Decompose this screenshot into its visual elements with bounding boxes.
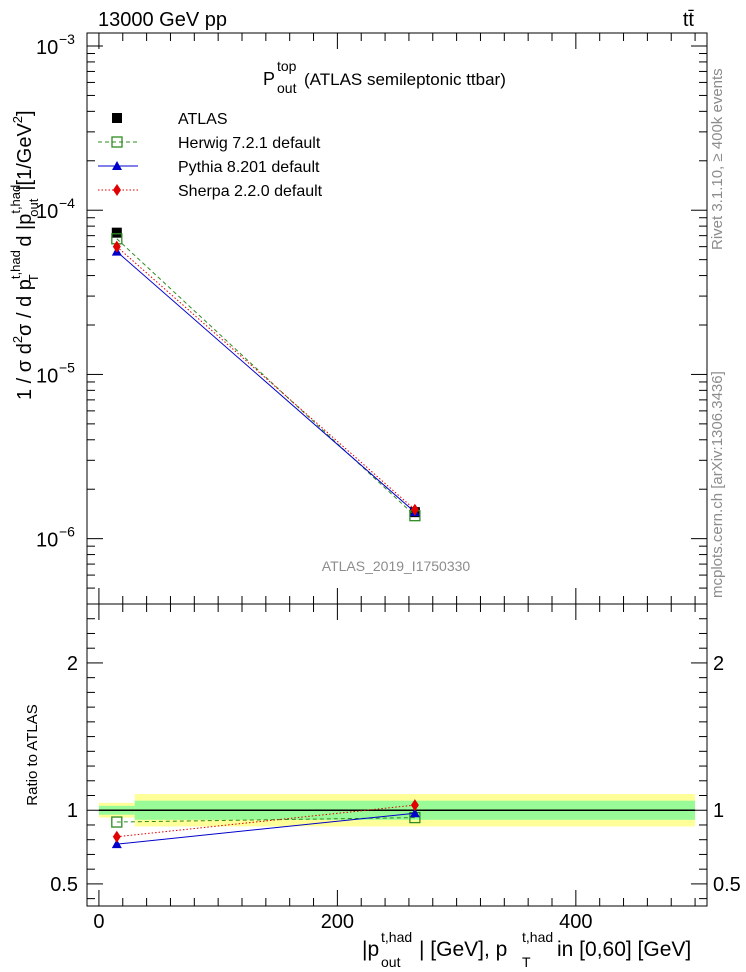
xlabel-p: |p [362, 938, 379, 961]
title-sub: out [277, 80, 297, 96]
legend-marker [112, 113, 122, 123]
ratio-tick-label: 2 [67, 653, 78, 675]
ratio-y-ticks: 0.5 0.5 1 1 2 2 [50, 618, 741, 900]
svg-text:P: P [263, 69, 275, 89]
y-tick-label: 10 [36, 365, 58, 387]
title-symbol: P [263, 69, 275, 89]
y-tick-exponent: −4 [59, 195, 75, 211]
xlabel-mid: | [GeV], p [419, 938, 507, 961]
ratio-tick-label: 1 [713, 800, 724, 822]
ratio-line-3 [116, 804, 415, 838]
data-point [111, 227, 122, 238]
process-label: tt̄ [683, 9, 695, 31]
analysis-id: ATLAS_2019_I1750330 [322, 558, 471, 574]
xlabel-sub2: T [522, 954, 531, 970]
svg-text:|p: |p [362, 938, 379, 961]
ratio-tick-label: 0.5 [713, 874, 741, 896]
xlabel-sub1: out [381, 954, 401, 970]
ratio-point [409, 808, 420, 818]
ratio-data [111, 799, 421, 849]
ratio-ylabel: Ratio to ATLAS [24, 704, 41, 805]
series-line-2 [116, 251, 416, 513]
main-y-ticks: 10−610−510−410−3 [36, 31, 707, 605]
ratio-bands [98, 794, 696, 827]
title-sup: top [277, 58, 297, 74]
ratio-tick-label: 2 [713, 653, 724, 675]
xlabel-sup1: t,had [381, 929, 412, 945]
series-line-3 [116, 246, 416, 511]
rivet-label: Rivet 3.1.10, ≥ 400k events [709, 68, 726, 250]
y-tick-exponent: −6 [59, 524, 75, 540]
ratio-point [111, 839, 122, 849]
ratio-tick-label: 1 [67, 800, 78, 822]
main-ylabel: 1 / σ d2σ / d pt,had T d |pt,had out|[1/Ge… [8, 110, 41, 400]
ratio-plot-frame [86, 603, 708, 907]
y-tick-label: 10 [36, 37, 58, 59]
x-ticks: 0 200 400 [93, 604, 696, 933]
y-tick-exponent: −3 [59, 31, 75, 47]
legend-label: ATLAS [178, 111, 228, 128]
y-tick-exponent: −5 [59, 359, 75, 375]
ratio-tick-label: 0.5 [50, 874, 78, 896]
main-data [111, 227, 421, 522]
x-tick-label: 0 [93, 911, 104, 933]
ratio-point [112, 830, 121, 843]
data-point [410, 503, 419, 516]
title-rest: (ATLAS semileptonic ttbar) [304, 70, 506, 89]
ratio-point [111, 816, 123, 828]
legend-label: Pythia 8.201 default [178, 159, 320, 176]
y-tick-label: 10 [36, 201, 58, 223]
data-point [112, 240, 121, 253]
mcplots-label: mcplots.cern.ch [arXiv:1306.3436] [709, 371, 726, 598]
main-title: P top out (ATLAS semileptonic ttbar) [263, 58, 506, 96]
xlabel-tail: in [0,60] [GeV] [557, 938, 691, 961]
legend-marker [113, 184, 121, 196]
ratio-line-2 [116, 812, 415, 845]
x-tick-label: 400 [559, 911, 592, 933]
x-axis-label: |p t,had out | [GeV], p t,had T in [0,60… [362, 929, 691, 970]
series-line-1 [116, 238, 416, 517]
main-x-ticks [98, 33, 696, 604]
legend-label: Sherpa 2.2.0 default [178, 183, 323, 200]
legend: ATLAS Herwig 7.2.1 default Pythia 8.201 de… [98, 111, 323, 200]
energy-label: 13000 GeV pp [98, 9, 227, 31]
x-tick-label: 200 [321, 911, 354, 933]
ratio-point [410, 799, 419, 812]
xlabel-sup2: t,had [522, 929, 553, 945]
legend-marker [111, 136, 123, 148]
legend-label: Herwig 7.2.1 default [178, 135, 321, 152]
legend-marker [112, 161, 122, 170]
y-tick-label: 10 [36, 530, 58, 552]
